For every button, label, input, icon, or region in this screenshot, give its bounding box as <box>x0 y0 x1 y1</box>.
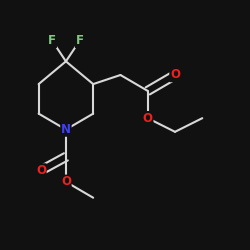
Text: N: N <box>61 123 71 136</box>
Text: O: O <box>61 175 71 188</box>
Text: F: F <box>76 34 84 48</box>
Text: O: O <box>36 164 46 177</box>
Text: F: F <box>48 34 56 48</box>
Text: O: O <box>170 68 180 82</box>
Text: O: O <box>143 112 153 125</box>
